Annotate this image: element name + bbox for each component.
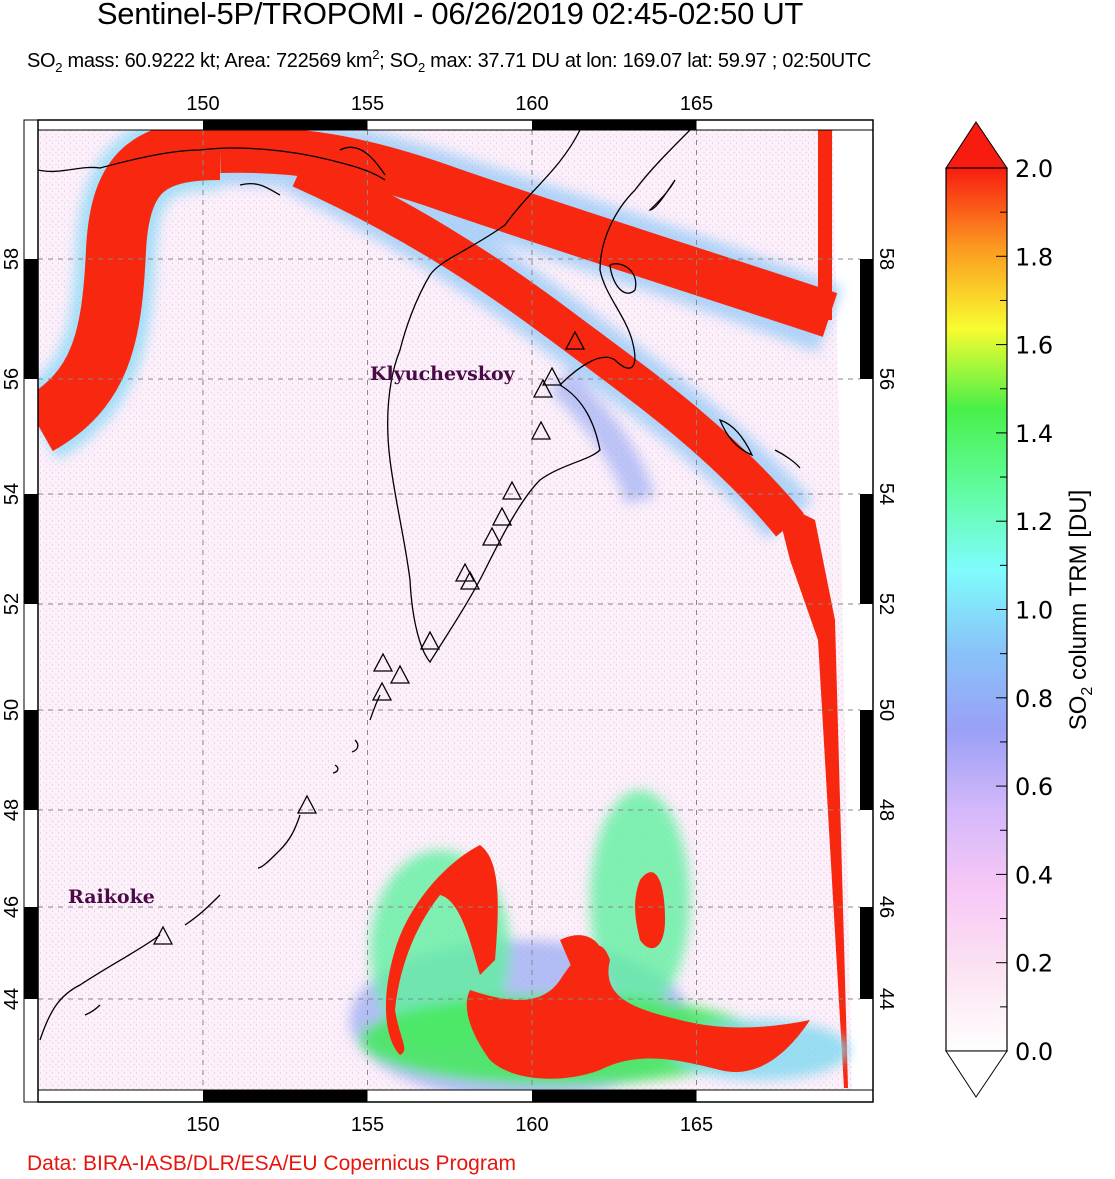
volcano-label-raikoke: Raikoke <box>68 886 155 908</box>
volcano-triangle-icon <box>564 330 586 350</box>
volcano-triangle-icon <box>152 925 174 945</box>
lat-tick-label-right: 58 <box>875 248 897 270</box>
coastlines <box>38 130 801 1041</box>
volcano-triangle-icon <box>541 366 563 386</box>
volcano-markers <box>152 330 586 945</box>
frame-bar <box>203 1090 368 1102</box>
lon-tick-label: 155 <box>351 1114 384 1136</box>
so2-map: Klyuchevskoy Raikoke <box>38 130 873 1090</box>
frame-bar <box>532 120 697 130</box>
frame-bar <box>532 1090 697 1102</box>
frame-bar <box>24 907 38 999</box>
volcano-triangle-icon <box>419 630 441 650</box>
volcano-triangle-icon <box>530 420 552 440</box>
lon-tick-label: 150 <box>186 1114 219 1136</box>
volcano-triangle-icon <box>532 378 554 398</box>
volcano-triangle-icon <box>389 664 411 684</box>
volcano-triangle-icon <box>481 526 503 546</box>
lon-tick-label: 155 <box>351 93 384 115</box>
lat-tick-label-left: 44 <box>1 988 23 1010</box>
colorbar: 0.0 0.2 0.4 0.6 0.8 1.0 1.2 1.4 1.6 1.8 2.0 SO2 co… <box>945 121 1096 1098</box>
lat-tick-label-left: 54 <box>1 483 23 505</box>
lon-tick-label: 150 <box>186 93 219 115</box>
volcano-triangle-icon <box>501 480 523 500</box>
plot-subtitle: SO2 mass: 60.9222 kt; Area: 722569 km2; … <box>27 47 871 75</box>
frame-bar <box>24 494 38 604</box>
lat-tick-label-left: 50 <box>1 699 23 721</box>
colorbar-tick-label: 0.8 <box>1015 685 1053 713</box>
lat-tick-label-left: 46 <box>1 896 23 918</box>
volcano-triangle-icon <box>491 506 513 526</box>
volcano-triangle-icon <box>372 652 394 672</box>
northern-plume <box>38 130 848 1088</box>
lon-tick-label: 160 <box>515 1114 548 1136</box>
lat-tick-label-left: 58 <box>1 248 23 270</box>
frame-bar <box>860 907 873 999</box>
frame-bar <box>860 710 873 810</box>
lat-tick-label-right: 50 <box>875 699 897 721</box>
lon-tick-label: 160 <box>515 93 548 115</box>
axis-tick-labels: 150 150 155 155 160 160 165 165 58 58 56 56 54 54 52 52… <box>1 93 897 1136</box>
frame-bar <box>203 120 368 130</box>
colorbar-min-arrow <box>945 1050 1008 1098</box>
lat-tick-label-left: 56 <box>1 368 23 390</box>
frame-bar <box>24 710 38 810</box>
colorbar-label: SO2 column TRM [DU] <box>1065 490 1096 731</box>
lat-tick-label-left: 48 <box>1 799 23 821</box>
volcano-triangle-icon <box>296 794 318 814</box>
colorbar-tick-label: 0.4 <box>1015 861 1053 889</box>
volcano-triangle-icon <box>371 681 393 701</box>
map-frame <box>23 119 874 1103</box>
frame-bar <box>24 259 38 379</box>
colorbar-tick-label: 1.6 <box>1015 332 1053 360</box>
frame-bar <box>860 494 873 604</box>
lat-tick-label-right: 44 <box>875 988 897 1010</box>
lat-tick-label-right: 52 <box>875 593 897 615</box>
colorbar-tick-label: 0.2 <box>1015 950 1053 978</box>
colorbar-max-arrow <box>945 121 1008 169</box>
lon-tick-label: 165 <box>680 93 713 115</box>
volcano-label-klyuchevskoy: Klyuchevskoy <box>370 363 516 385</box>
colorbar-tick-label: 1.8 <box>1015 243 1053 271</box>
frame-bar <box>860 259 873 379</box>
lon-tick-label: 165 <box>680 1114 713 1136</box>
lat-tick-label-left: 52 <box>1 593 23 615</box>
volcano-triangle-icon <box>459 570 481 590</box>
lat-tick-label-right: 48 <box>875 799 897 821</box>
plot-title: Sentinel-5P/TROPOMI - 06/26/2019 02:45-0… <box>96 0 804 31</box>
colorbar-tick-label: 0.6 <box>1015 773 1053 801</box>
colorbar-tick-label: 1.2 <box>1015 508 1053 536</box>
lat-tick-label-right: 46 <box>875 896 897 918</box>
lat-tick-label-right: 56 <box>875 368 897 390</box>
colorbar-tick-label: 0.0 <box>1015 1038 1053 1066</box>
colorbar-tick-label: 1.4 <box>1015 420 1053 448</box>
colorbar-tick-label: 2.0 <box>1015 155 1053 183</box>
lat-tick-label-right: 54 <box>875 483 897 505</box>
data-credit: Data: BIRA-IASB/DLR/ESA/EU Copernicus Pr… <box>27 1152 517 1175</box>
southern-plume <box>385 845 810 1079</box>
colorbar-tick-label: 1.0 <box>1015 597 1053 625</box>
